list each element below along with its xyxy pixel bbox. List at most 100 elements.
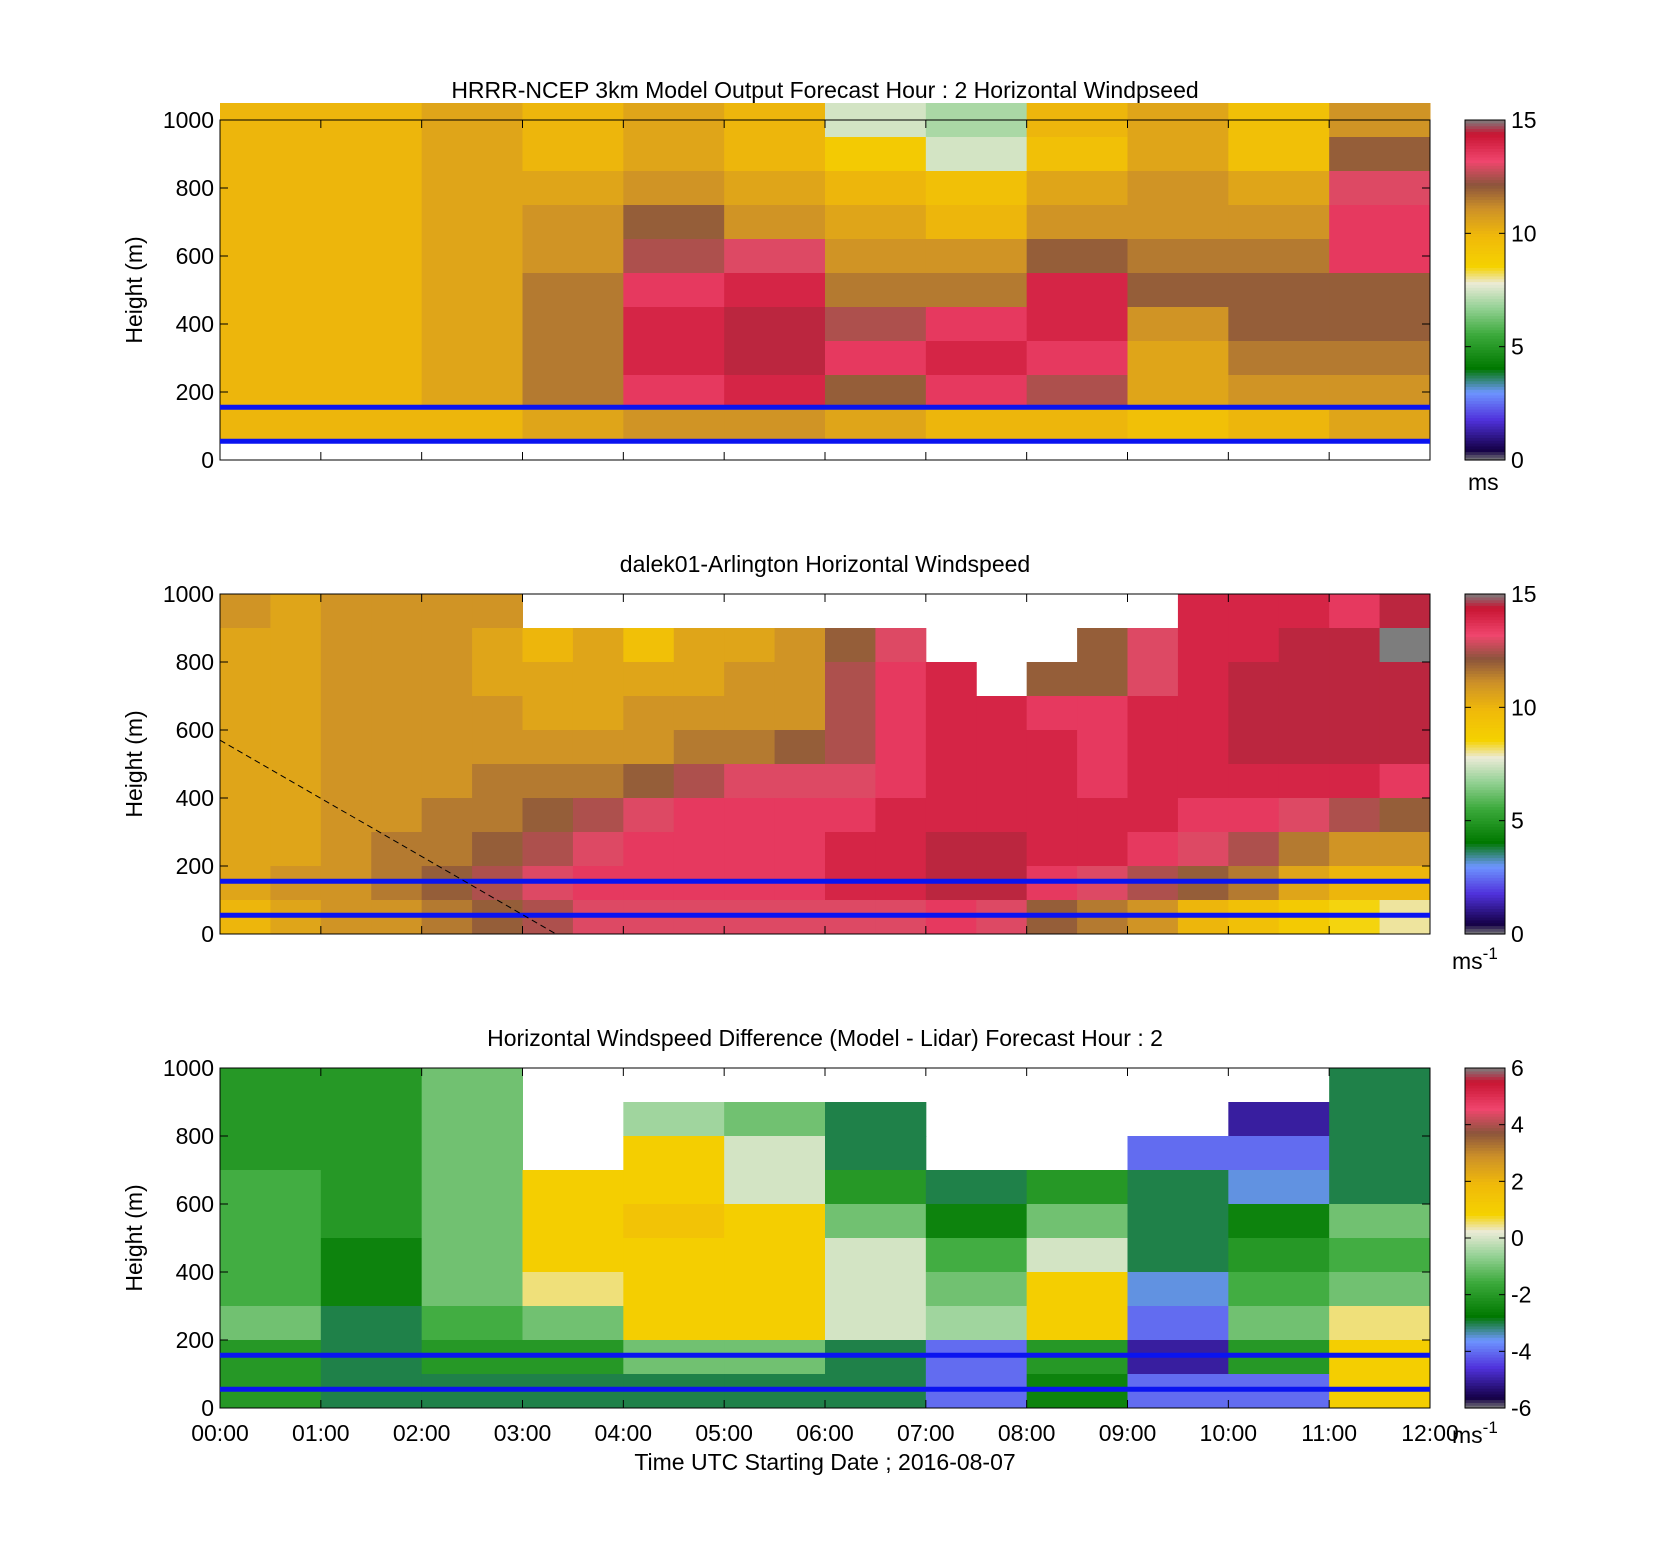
colorbar-band <box>1465 431 1505 436</box>
heatmap-cell <box>925 1306 1028 1341</box>
heatmap-cell <box>421 1238 523 1273</box>
heatmap-cell <box>220 1306 322 1341</box>
colorbar-band <box>1465 139 1505 144</box>
heatmap-cell <box>925 409 1028 444</box>
heatmap-cell <box>774 662 826 697</box>
colorbar-band <box>1465 1164 1505 1168</box>
heatmap-cell <box>421 1136 523 1171</box>
heatmap-cell <box>925 1238 1028 1273</box>
heatmap-cell <box>1026 375 1128 410</box>
colorbar-band <box>1465 1317 1505 1321</box>
colorbar-band <box>1465 1311 1505 1316</box>
colorbar-band <box>1465 897 1505 901</box>
colorbar-band <box>1465 182 1505 186</box>
heatmap-cell <box>1228 171 1330 206</box>
colorbar-band <box>1465 301 1505 305</box>
colorbar-band <box>1465 1306 1505 1310</box>
colorbar-band <box>1465 151 1505 155</box>
heatmap-cell <box>1026 1238 1128 1273</box>
heatmap-cell <box>1077 832 1128 867</box>
heatmap-cell <box>925 1204 1028 1239</box>
colorbar-band <box>1465 1342 1505 1347</box>
heatmap-cell <box>724 730 776 765</box>
heatmap-cell <box>220 832 271 867</box>
heatmap-cell <box>1329 137 1431 172</box>
colorbar-band <box>1465 1223 1505 1228</box>
heatmap-cell <box>673 764 725 799</box>
colorbar-band <box>1465 1099 1505 1103</box>
heatmap-cell <box>673 730 725 765</box>
heatmap-cell <box>1329 1068 1431 1103</box>
heatmap-cell <box>724 696 776 731</box>
colorbar-band <box>1465 900 1505 904</box>
colorbar-band <box>1465 866 1505 870</box>
colorbar-band <box>1465 676 1505 680</box>
colorbar-band <box>1465 417 1505 421</box>
colorbar-band <box>1465 877 1505 881</box>
colorbar-band <box>1465 1325 1505 1330</box>
colorbar-band <box>1465 639 1505 643</box>
heatmap-cell <box>270 594 322 629</box>
colorbar-band <box>1465 216 1505 220</box>
colorbar-band <box>1465 380 1505 385</box>
heatmap-cell <box>825 1272 927 1307</box>
heatmap-cell <box>1127 662 1179 697</box>
heatmap-cell <box>1177 764 1229 799</box>
heatmap-cell <box>371 594 423 629</box>
colorbar-band <box>1465 602 1505 606</box>
heatmap-cell <box>220 1136 322 1171</box>
y-tick-label: 0 <box>201 1395 214 1421</box>
heatmap-cell <box>825 662 876 697</box>
heatmap-cell <box>1127 239 1229 274</box>
colorbar-band <box>1465 650 1505 655</box>
colorbar-band <box>1465 250 1505 254</box>
colorbar-band <box>1465 173 1505 178</box>
colorbar-band <box>1465 888 1505 893</box>
heatmap-cell <box>623 1272 725 1307</box>
colorbar-band <box>1465 1257 1505 1262</box>
heatmap-cell <box>1127 1272 1229 1307</box>
heatmap-cell <box>925 273 1028 308</box>
y-tick-label: 1000 <box>163 581 214 607</box>
colorbar-band <box>1465 636 1505 640</box>
colorbar-band <box>1465 925 1505 929</box>
colorbar-band <box>1465 190 1505 195</box>
y-tick-label: 0 <box>201 447 214 473</box>
colorbar-band <box>1465 278 1505 283</box>
heatmap-cell <box>522 307 624 342</box>
colorbar-band <box>1465 1238 1505 1242</box>
colorbar-band <box>1465 196 1505 200</box>
colorbar-band <box>1465 341 1505 345</box>
heatmap-cell <box>522 798 574 833</box>
colorbar-band <box>1465 159 1505 164</box>
heatmap-cell <box>1278 730 1330 765</box>
colorbar-band <box>1465 267 1505 271</box>
colorbar-band <box>1465 883 1505 887</box>
colorbar-band <box>1465 605 1505 609</box>
heatmap-cell <box>1228 341 1330 376</box>
colorbar-band <box>1465 193 1505 198</box>
colorbar-band <box>1465 304 1505 308</box>
colorbar-band <box>1465 1320 1505 1324</box>
colorbar-band <box>1465 911 1505 915</box>
heatmap-cell <box>572 662 624 697</box>
colorbar-tick-label: 4 <box>1511 1112 1524 1138</box>
heatmap-cell <box>1228 1272 1330 1307</box>
heatmap-cell <box>1278 662 1330 697</box>
heatmap-cell <box>724 341 826 376</box>
colorbar-band <box>1465 749 1505 754</box>
heatmap-cell <box>925 239 1028 274</box>
heatmap-cell <box>220 730 271 765</box>
heatmap-cell <box>825 137 927 172</box>
heatmap-cell <box>1228 1306 1330 1341</box>
colorbar-band <box>1465 137 1505 141</box>
heatmap-cell <box>1278 764 1330 799</box>
heatmap-cell <box>724 764 776 799</box>
x-tick-label: 04:00 <box>595 1420 653 1446</box>
colorbar-band <box>1465 428 1505 433</box>
heatmap-cell <box>1127 375 1229 410</box>
colorbar-band <box>1465 1184 1505 1188</box>
colorbar-band <box>1465 1405 1505 1409</box>
colorbar-band <box>1465 1354 1505 1358</box>
colorbar-band <box>1465 1252 1505 1256</box>
